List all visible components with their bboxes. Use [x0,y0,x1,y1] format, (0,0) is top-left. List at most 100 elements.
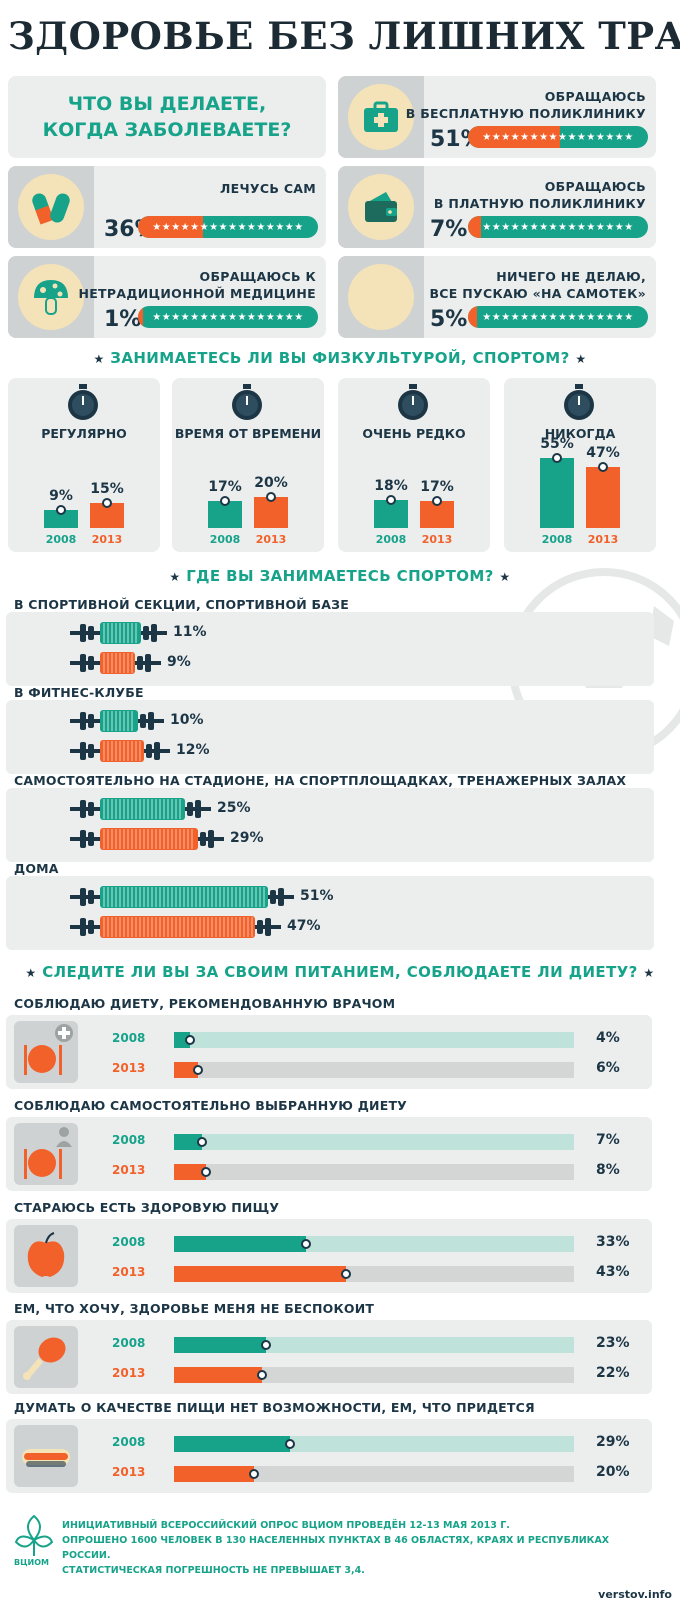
diet-bar-row: 2013 43% [6,1263,652,1283]
sport-frequency-bar [586,462,620,528]
stars-row: ★★★★★★★★★★★★★★★★ [482,221,634,233]
wallet-icon [348,174,414,240]
illness-label: ОБРАЩАЮСЬ В ПЛАТНУЮ ПОЛИКЛИНИКУ [434,178,646,212]
year-label: 2013 [587,533,619,546]
value-marker [197,1137,207,1147]
value-marker [193,1065,203,1075]
stars-row: ★★★★★★★★★★★★★★★★ [152,311,304,323]
place-bar-row: 10% [6,710,654,732]
diet-bar-fill [174,1337,271,1353]
year-label: 2008 [112,1235,146,1249]
star-icon: ★ [499,570,511,584]
year-label: 2013 [112,1366,146,1380]
stars-row: ★★★★★★★★★★★★★★★★ [482,311,634,323]
sport-frequency-label: НИКОГДА [544,426,616,441]
diet-bar-track [174,1436,574,1452]
year-label: 2008 [112,1133,146,1147]
sport-frequency-label: ВРЕМЯ ОТ ВРЕМЕНИ [174,426,322,441]
place-value: 29% [230,830,264,846]
illness-card-alt-medicine: ОБРАЩАЮСЬ К НЕТРАДИЦИОННОЙ МЕДИЦИНЕ 1% ★★… [8,256,326,338]
year-label: 2013 [91,533,123,546]
value-marker [220,496,230,506]
first-aid-kit-icon [348,84,414,150]
sport-frequency-value: 15% [90,481,124,497]
diet-bar-row: 2008 23% [6,1334,652,1354]
apple-icon [14,1225,78,1287]
dumbbell-bar [70,710,164,732]
illness-label-line2: НЕТРАДИЦИОННОЙ МЕДИЦИНЕ [78,286,316,301]
watermark: verstov.info [598,1588,672,1601]
place-category-title: В СПОРТИВНОЙ СЕКЦИИ, СПОРТИВНОЙ БАЗЕ [14,597,349,612]
sport-frequency-value: 47% [586,445,620,461]
illness-label-line1: ОБРАЩАЮСЬ [544,89,646,104]
illness-card-paid-clinic: ОБРАЩАЮСЬ В ПЛАТНУЮ ПОЛИКЛИНИКУ 7% ★★★★★★… [338,166,656,248]
diet-bar-track [174,1337,574,1353]
illness-label-line2: ВСЕ ПУСКАЮ «НА САМОТЕК» [429,286,646,301]
diet-bar-track [174,1032,574,1048]
star-icon: ★ [575,352,587,366]
year-label: 2008 [112,1336,146,1350]
sport-frequency-value: 17% [208,479,242,495]
illness-question-card: ЧТО ВЫ ДЕЛАЕТЕ, КОГДА ЗАБОЛЕВАЕТЕ? [8,76,326,158]
icon-box [338,256,424,338]
diet-value: 6% [596,1060,620,1076]
illness-label-line1: ОБРАЩАЮСЬ [544,179,646,194]
illness-label: НИЧЕГО НЕ ДЕЛАЮ, ВСЕ ПУСКАЮ «НА САМОТЕК» [429,268,646,302]
stopwatch-icon [396,384,430,422]
value-marker [201,1167,211,1177]
diet-bar-track [174,1266,574,1282]
diet-value: 29% [596,1434,630,1450]
illness-star-fill [468,216,481,238]
place-bar-row: 12% [6,740,654,762]
place-value: 10% [170,712,204,728]
plate-plus-icon [14,1021,78,1083]
diet-value: 43% [596,1264,630,1280]
place-value: 9% [167,654,191,670]
value-marker [257,1370,267,1380]
year-label: 2008 [45,533,77,546]
diet-bar-fill [174,1436,295,1452]
diet-category-box: 2008 7% 2013 8% [6,1117,652,1191]
hotdog-icon [14,1425,78,1487]
illness-star-fill [138,306,144,328]
diet-category-title: СТАРАЮСЬ ЕСТЬ ЗДОРОВУЮ ПИЩУ [14,1200,280,1215]
year-label: 2013 [112,1265,146,1279]
stars-row: ★★★★★★★★★★★★★★★★ [152,221,304,233]
diet-value: 20% [596,1464,630,1480]
sport-title-text: ЗАНИМАЕТЕСЬ ЛИ ВЫ ФИЗКУЛЬТУРОЙ, СПОРТОМ? [110,349,570,367]
stopwatch-icon [230,384,264,422]
sport-frequency-bar [420,496,454,528]
sport-frequency-card: ОЧЕНЬ РЕДКО 18% 2008 17% 2013 [338,378,490,552]
illness-label-line2: В ПЛАТНУЮ ПОЛИКЛИНИКУ [433,196,646,211]
dumbbell-bar [70,886,294,908]
chicken-leg-icon [14,1326,78,1388]
diet-bar-fill [174,1266,351,1282]
diet-bar-fill [174,1062,203,1078]
dumbbell-bar [70,798,211,820]
illness-card-nothing: НИЧЕГО НЕ ДЕЛАЮ, ВСЕ ПУСКАЮ «НА САМОТЕК» … [338,256,656,338]
value-marker [285,1439,295,1449]
illness-star-bar: ★★★★★★★★★★★★★★★★ [138,216,318,238]
illness-question-line1: ЧТО ВЫ ДЕЛАЕТЕ, [67,93,267,115]
year-label: 2008 [541,533,573,546]
sport-frequency-bar [90,498,124,528]
value-marker [598,462,608,472]
illness-label-line2: В БЕСПЛАТНУЮ ПОЛИКЛИНИКУ [405,106,646,121]
year-label: 2013 [112,1061,146,1075]
stars-row: ★★★★★★★★★★★★★★★★ [482,131,634,143]
diet-bar-track [174,1236,574,1252]
illness-card-self-treat: ЛЕЧУСЬ САМ 36% ★★★★★★★★★★★★★★★★ [8,166,326,248]
sport-frequency-card: ВРЕМЯ ОТ ВРЕМЕНИ 17% 2008 20% 2013 [172,378,324,552]
diet-bar-track [174,1164,574,1180]
illness-star-bar: ★★★★★★★★★★★★★★★★ [138,306,318,328]
year-label: 2013 [112,1163,146,1177]
illness-star-bar: ★★★★★★★★★★★★★★★★ [468,306,648,328]
place-value: 11% [173,624,207,640]
diet-bar-row: 2008 4% [6,1029,652,1049]
diet-category-title: СОБЛЮДАЮ САМОСТОЯТЕЛЬНО ВЫБРАННУЮ ДИЕТУ [14,1098,408,1113]
sport-frequency-card: НИКОГДА 55% 2008 47% 2013 [504,378,656,552]
footnote-line: СТАТИСТИЧЕСКАЯ ПОГРЕШНОСТЬ НЕ ПРЕВЫШАЕТ … [62,1565,365,1576]
year-label: 2013 [255,533,287,546]
illness-star-bar: ★★★★★★★★★★★★★★★★ [468,216,648,238]
diet-bar-track [174,1062,574,1078]
